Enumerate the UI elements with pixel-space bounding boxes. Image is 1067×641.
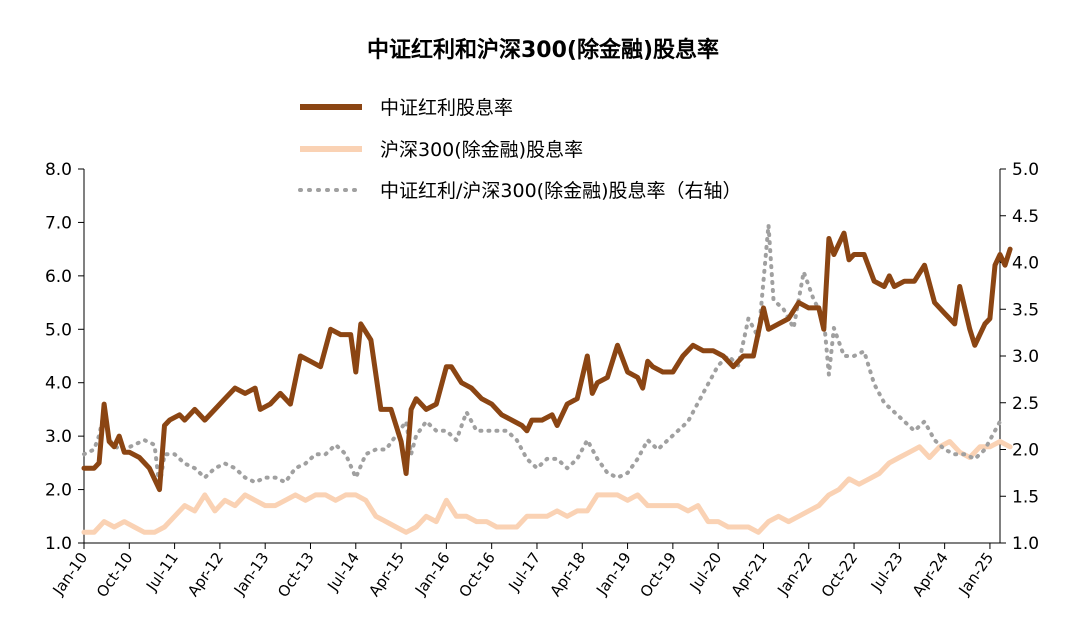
y-left-tick-label: 1.0 [45,534,72,554]
legend-label-csi300-ex-fin-yield: 沪深300(除金融)股息率 [380,139,583,161]
series-line-0 [81,230,1013,493]
y-left-tick-label: 7.0 [45,213,72,233]
y-right-tick-label: 1.5 [1012,487,1039,507]
y-left-ticks: 1.0 2.0 3.0 4.0 5.0 6.0 7.0 8.0 [45,160,84,554]
x-tick-label: Jan-13 [230,549,273,599]
y-right-ticks: 1.0 1.5 2.0 2.5 3.0 3.5 4.0 4.5 5.0 [1000,160,1039,554]
y-left-tick-label: 4.0 [45,374,72,394]
x-tick-label: Oct-10 [93,549,137,601]
series-line-2 [82,223,1002,489]
y-right-tick-label: 1.0 [1012,534,1039,554]
x-tick-label: Jul-20 [686,549,726,595]
axes [83,169,1001,544]
y-right-tick-label: 3.0 [1012,347,1039,367]
x-tick-label: Jan-10 [49,549,92,599]
legend-label-ratio: 中证红利/沪深300(除金融)股息率（右轴） [380,180,742,202]
y-right-tick-label: 4.0 [1012,254,1039,274]
chart-title: 中证红利和沪深300(除金融)股息率 [367,37,719,63]
x-tick-label: Jul-17 [504,549,544,595]
x-tick-label: Oct-22 [818,549,862,601]
y-right-tick-label: 2.5 [1012,394,1039,414]
x-tick-label: Oct-13 [274,549,318,601]
series-layer [81,223,1013,535]
legend: 中证红利股息率 沪深300(除金融)股息率 中证红利/沪深300(除金融)股息率… [298,97,742,202]
x-tick-label: Oct-19 [636,549,680,601]
x-tick-label: Apr-12 [184,549,227,600]
x-tick-label: Oct-16 [455,549,499,601]
x-tick-label: Jan-16 [411,549,454,599]
x-tick-label: Jul-11 [142,549,182,595]
y-right-tick-label: 2.0 [1012,441,1039,461]
legend-label-dividend-yield: 中证红利股息率 [380,97,513,119]
y-right-tick-label: 4.5 [1012,207,1039,227]
x-tick-label: Jan-19 [592,549,635,599]
y-right-tick-label: 3.5 [1012,300,1039,320]
x-tick-label: Apr-24 [909,549,952,600]
y-left-tick-label: 8.0 [45,160,72,180]
x-tick-label: Apr-15 [365,549,408,600]
y-left-tick-label: 3.0 [45,427,72,447]
series-line-1 [81,439,1013,535]
x-tick-label: Jul-23 [867,549,907,595]
x-tick-label: Apr-18 [546,549,589,600]
y-left-tick-label: 6.0 [45,267,72,287]
x-ticks: Jan-10 Oct-10 Jul-11 Apr-12 Jan-13 Oct-13 Jul-… [49,543,998,601]
y-left-tick-label: 2.0 [45,481,72,501]
y-right-tick-label: 5.0 [1012,160,1039,180]
y-left-tick-label: 5.0 [45,320,72,340]
x-tick-label: Jan-22 [773,549,816,599]
x-tick-label: Jan-25 [955,549,998,599]
x-tick-label: Jul-14 [323,549,363,595]
x-tick-label: Apr-21 [728,549,771,600]
